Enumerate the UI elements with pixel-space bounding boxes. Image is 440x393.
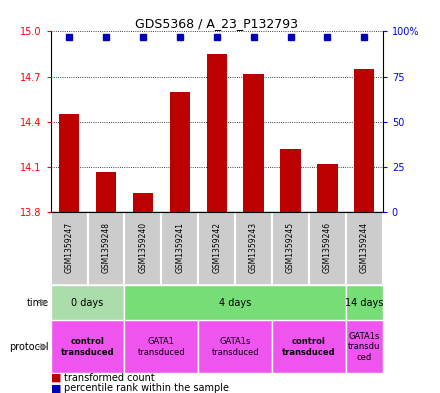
Text: GSM1359241: GSM1359241 xyxy=(175,222,184,273)
Text: 0 days: 0 days xyxy=(71,298,104,308)
Bar xyxy=(59,114,79,212)
Bar xyxy=(346,212,383,285)
Text: GSM1359244: GSM1359244 xyxy=(360,222,369,273)
Text: GATA1s
transduced: GATA1s transduced xyxy=(211,337,259,356)
Bar xyxy=(317,164,337,212)
Title: GDS5368 / A_23_P132793: GDS5368 / A_23_P132793 xyxy=(135,17,298,30)
Text: GATA1
transduced: GATA1 transduced xyxy=(138,337,185,356)
Text: ■: ■ xyxy=(51,383,61,393)
Bar xyxy=(96,172,116,212)
Bar xyxy=(346,320,383,373)
Bar xyxy=(170,92,190,212)
Text: percentile rank within the sample: percentile rank within the sample xyxy=(64,383,229,393)
Text: control
transduced: control transduced xyxy=(61,337,114,356)
Bar xyxy=(51,285,125,320)
Bar xyxy=(125,320,198,373)
Bar xyxy=(272,320,346,373)
Text: protocol: protocol xyxy=(9,342,49,352)
Bar xyxy=(280,149,301,212)
Text: transformed count: transformed count xyxy=(64,373,154,383)
Text: ■: ■ xyxy=(51,373,61,383)
Text: GSM1359242: GSM1359242 xyxy=(212,222,221,273)
Text: GSM1359246: GSM1359246 xyxy=(323,222,332,273)
Bar xyxy=(243,73,264,212)
Bar xyxy=(88,212,125,285)
Text: GSM1359248: GSM1359248 xyxy=(102,222,110,273)
Bar xyxy=(198,320,272,373)
Bar xyxy=(51,320,125,373)
Text: GSM1359243: GSM1359243 xyxy=(249,222,258,273)
Bar xyxy=(272,212,309,285)
Bar xyxy=(346,285,383,320)
Text: control
transduced: control transduced xyxy=(282,337,336,356)
Bar xyxy=(206,54,227,212)
Bar xyxy=(309,212,346,285)
Bar xyxy=(161,212,198,285)
Text: GSM1359240: GSM1359240 xyxy=(138,222,147,273)
Text: GATA1s
transdu
ced: GATA1s transdu ced xyxy=(348,332,381,362)
Bar xyxy=(133,193,153,212)
Bar xyxy=(51,212,88,285)
Bar xyxy=(235,212,272,285)
Text: time: time xyxy=(27,298,49,308)
Text: GSM1359245: GSM1359245 xyxy=(286,222,295,273)
Text: 14 days: 14 days xyxy=(345,298,384,308)
Text: GSM1359247: GSM1359247 xyxy=(65,222,73,273)
Bar xyxy=(354,69,374,212)
Bar xyxy=(125,285,346,320)
Text: 4 days: 4 days xyxy=(219,298,251,308)
Bar xyxy=(125,212,161,285)
Bar xyxy=(198,212,235,285)
